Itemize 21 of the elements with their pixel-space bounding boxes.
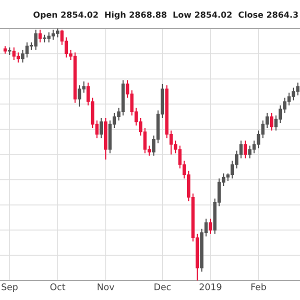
x-tick-label: Feb <box>251 283 266 290</box>
candlestick <box>208 218 212 234</box>
x-tick-label: Sep <box>2 283 18 292</box>
candlestick <box>47 32 51 43</box>
candlestick <box>21 49 24 64</box>
text: Open 2854.02 High 2868.88 Low 2854.02 Close 2864.3 <box>33 11 298 20</box>
x-tick-label: Dec <box>154 284 171 290</box>
candlestick <box>244 140 248 159</box>
candlestick <box>34 29 38 50</box>
candlestick <box>78 84 82 108</box>
candlestick <box>296 82 300 96</box>
x-tick-label: Nov <box>98 284 114 290</box>
x-tick-label: 2019 <box>200 283 222 290</box>
x-tick-label: Oct <box>50 283 66 290</box>
candlestick <box>100 117 103 139</box>
candlestick <box>16 52 20 64</box>
candlestick <box>287 92 291 106</box>
candlestick <box>278 104 282 124</box>
candlestick <box>292 87 296 101</box>
candlestick <box>270 112 274 132</box>
candlestick <box>38 29 42 43</box>
